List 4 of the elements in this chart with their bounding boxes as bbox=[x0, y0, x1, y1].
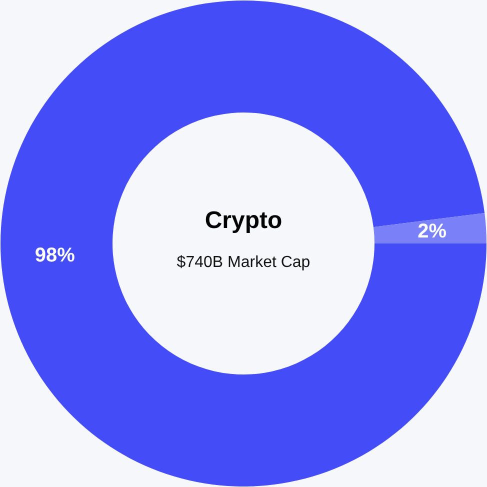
text: Crypto bbox=[204, 207, 282, 234]
text: $740B Market Cap bbox=[176, 254, 310, 271]
data-label: 98% bbox=[34, 244, 76, 266]
data-label: 2% bbox=[418, 220, 447, 243]
